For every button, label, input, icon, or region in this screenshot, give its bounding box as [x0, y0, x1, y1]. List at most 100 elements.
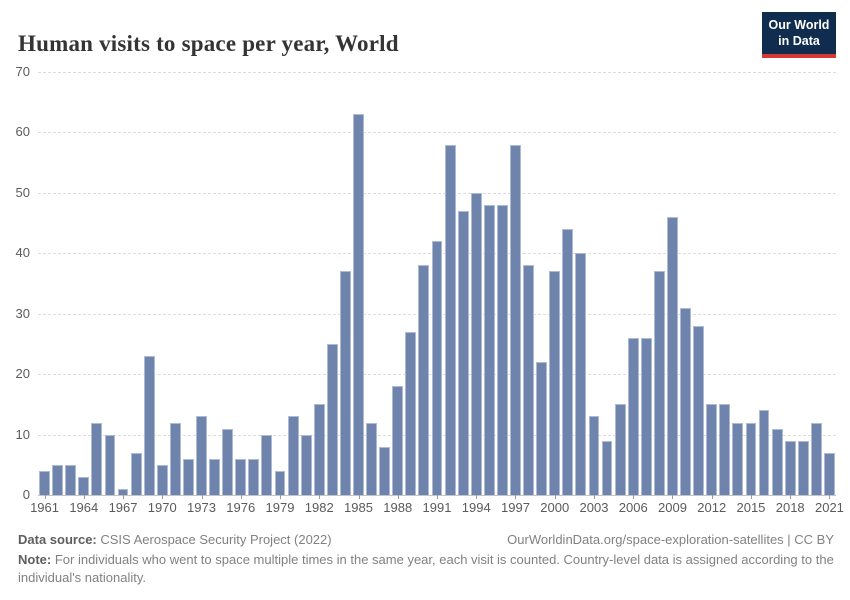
x-tick-label-1970: 1970 — [147, 500, 177, 515]
bar-1982[interactable] — [313, 404, 325, 495]
bar-2019[interactable] — [797, 440, 809, 495]
bar-2000[interactable] — [549, 271, 561, 495]
data-source: Data source: CSIS Aerospace Security Pro… — [18, 531, 332, 549]
x-tick-2006 — [633, 495, 635, 499]
bar-1979[interactable] — [274, 470, 286, 495]
owid-logo-line1: Our World — [768, 18, 830, 32]
owid-logo[interactable]: Our World in Data — [762, 12, 836, 58]
bar-1965[interactable] — [91, 422, 103, 495]
bar-2003[interactable] — [588, 416, 600, 495]
x-tick-label-1982: 1982 — [304, 500, 334, 515]
bar-2020[interactable] — [810, 422, 822, 495]
bar-1995[interactable] — [483, 204, 495, 495]
bar-2009[interactable] — [667, 217, 678, 495]
x-tick-label-2018: 2018 — [775, 500, 805, 515]
x-tick-label-2021: 2021 — [814, 500, 844, 515]
bar-1983[interactable] — [326, 343, 338, 495]
bar-1986[interactable] — [366, 422, 378, 495]
bar-1993[interactable] — [457, 211, 469, 495]
bar-2006[interactable] — [627, 337, 639, 495]
x-tick-label-1976: 1976 — [226, 500, 256, 515]
x-tick-label-2009: 2009 — [658, 500, 687, 515]
bar-2001[interactable] — [562, 229, 574, 495]
bar-1967[interactable] — [117, 488, 129, 495]
x-tick-2012 — [711, 495, 713, 499]
bar-chart: 0 10 20 30 40 50 60 70 1961 1964 1967 1970 1973 1976… — [0, 60, 850, 522]
x-tick-label-1973: 1973 — [187, 500, 216, 515]
x-tick-1988 — [397, 495, 399, 499]
y-tick-label-40: 40 — [15, 245, 30, 261]
bar-1994[interactable] — [470, 192, 482, 495]
bar-1961[interactable] — [39, 470, 50, 495]
bar-2010[interactable] — [680, 307, 691, 495]
bar-2011[interactable] — [693, 325, 705, 495]
bar-1964[interactable] — [78, 476, 90, 495]
bar-1999[interactable] — [536, 362, 548, 495]
bar-1996[interactable] — [496, 204, 508, 495]
bar-1987[interactable] — [379, 446, 391, 495]
bar-2015[interactable] — [745, 422, 757, 495]
source-url-link[interactable]: OurWorldinData.org/space-exploration-sat… — [507, 532, 834, 547]
bar-1998[interactable] — [523, 265, 534, 495]
bar-1976[interactable] — [235, 458, 247, 495]
note: Note: For individuals who went to space … — [18, 551, 834, 587]
bar-2002[interactable] — [575, 253, 587, 495]
bar-2017[interactable] — [771, 428, 783, 495]
bar-1977[interactable] — [248, 458, 260, 495]
owid-logo-accent-bar — [762, 53, 836, 58]
x-tick-label-2003: 2003 — [579, 500, 609, 515]
bar-1980[interactable] — [287, 416, 299, 495]
bar-1974[interactable] — [209, 458, 221, 495]
x-tick-1982 — [319, 495, 321, 499]
bar-1975[interactable] — [222, 428, 234, 495]
bar-2007[interactable] — [640, 337, 652, 495]
y-axis-labels: 0 10 20 30 40 50 60 70 — [0, 65, 33, 502]
bar-1971[interactable] — [169, 422, 181, 495]
x-tick-label-1967: 1967 — [108, 500, 138, 515]
chart-footer: Data source: CSIS Aerospace Security Pro… — [18, 531, 834, 587]
bar-2018[interactable] — [784, 440, 796, 495]
y-tick-label-70: 70 — [15, 64, 30, 79]
bar-2004[interactable] — [601, 440, 613, 495]
bar-2021[interactable] — [824, 452, 835, 495]
bar-1962[interactable] — [52, 464, 64, 495]
bar-1966[interactable] — [104, 434, 116, 495]
bar-2008[interactable] — [653, 271, 665, 495]
bar-2016[interactable] — [758, 410, 770, 495]
owid-logo-line2: in Data — [778, 34, 820, 49]
bar-1988[interactable] — [392, 386, 404, 495]
gridline-60 — [38, 132, 836, 134]
x-tick-2015 — [750, 495, 752, 499]
bar-1972[interactable] — [183, 458, 194, 495]
x-tick-label-2006: 2006 — [618, 500, 648, 515]
bar-1997[interactable] — [510, 144, 521, 495]
bar-1990[interactable] — [418, 265, 430, 495]
bar-2012[interactable] — [706, 404, 718, 495]
bar-1981[interactable] — [300, 434, 312, 495]
x-tick-label-1979: 1979 — [265, 500, 295, 515]
bar-1989[interactable] — [405, 331, 417, 495]
bar-1968[interactable] — [130, 452, 142, 495]
x-tick-2009 — [672, 495, 674, 499]
bar-1991[interactable] — [431, 241, 443, 495]
bar-1963[interactable] — [65, 464, 77, 495]
y-tick-label-30: 30 — [15, 305, 30, 321]
bar-1973[interactable] — [196, 416, 207, 495]
bar-1978[interactable] — [261, 434, 273, 495]
bar-2014[interactable] — [732, 422, 744, 495]
x-tick-1979 — [280, 495, 282, 499]
note-text: For individuals who went to space multip… — [18, 551, 834, 585]
x-tick-1997 — [515, 495, 517, 499]
bar-1970[interactable] — [156, 464, 168, 495]
x-tick-label-2000: 2000 — [540, 500, 570, 515]
bar-1985[interactable] — [353, 114, 364, 495]
bar-1969[interactable] — [143, 356, 155, 495]
bar-2005[interactable] — [614, 404, 626, 495]
bar-1992[interactable] — [444, 144, 456, 495]
x-tick-1976 — [240, 495, 242, 499]
bar-2013[interactable] — [719, 404, 731, 495]
bar-1984[interactable] — [339, 271, 351, 495]
y-tick-label-20: 20 — [15, 366, 30, 382]
y-tick-label-60: 60 — [15, 124, 30, 140]
x-tick-2000 — [554, 495, 556, 499]
